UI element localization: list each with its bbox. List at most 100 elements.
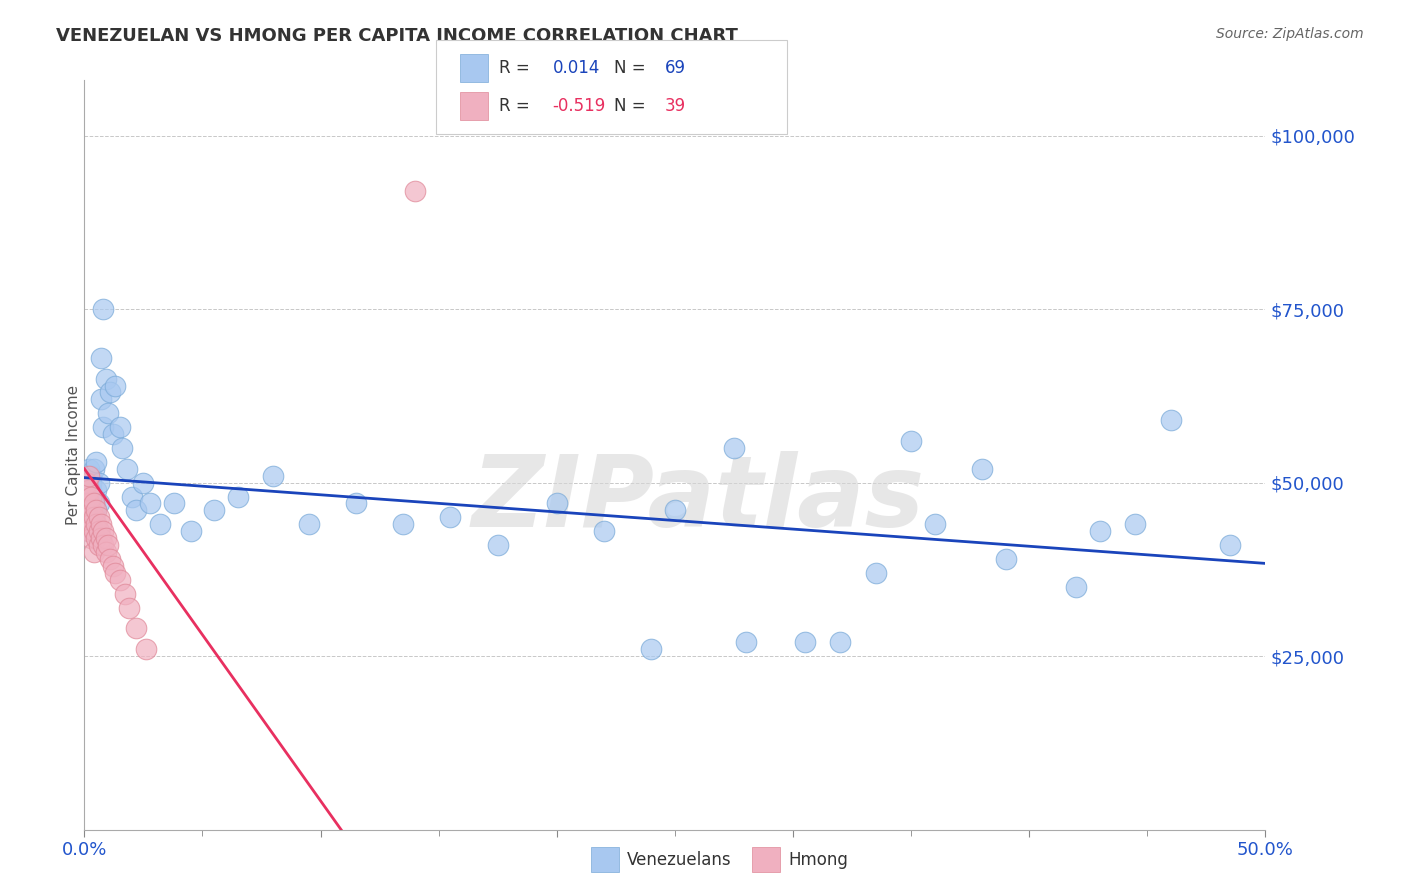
Point bbox=[90, 531, 112, 545]
Point bbox=[76, 503, 98, 517]
Text: R =: R = bbox=[499, 59, 536, 77]
Point bbox=[125, 621, 148, 635]
Point bbox=[392, 517, 415, 532]
Text: N =: N = bbox=[614, 97, 651, 115]
Point bbox=[83, 545, 105, 559]
Point bbox=[111, 441, 134, 455]
Point bbox=[108, 420, 131, 434]
Point bbox=[84, 517, 107, 532]
Point bbox=[77, 462, 100, 476]
Point bbox=[84, 517, 107, 532]
Text: 39: 39 bbox=[665, 97, 686, 115]
Point bbox=[723, 441, 745, 455]
Point bbox=[104, 566, 127, 580]
Point bbox=[77, 510, 100, 524]
Point bbox=[84, 455, 107, 469]
Point bbox=[163, 496, 186, 510]
Point bbox=[970, 462, 993, 476]
Point bbox=[125, 503, 148, 517]
Point bbox=[76, 490, 98, 504]
Point bbox=[87, 524, 110, 539]
Point bbox=[80, 503, 103, 517]
Point bbox=[77, 510, 100, 524]
Point bbox=[865, 566, 887, 580]
Point bbox=[77, 524, 100, 539]
Point bbox=[83, 462, 105, 476]
Point bbox=[97, 406, 120, 420]
Point bbox=[80, 496, 103, 510]
Point bbox=[83, 510, 105, 524]
Point bbox=[91, 538, 114, 552]
Point bbox=[101, 427, 124, 442]
Point bbox=[90, 392, 112, 407]
Point bbox=[900, 434, 922, 448]
Point bbox=[121, 490, 143, 504]
Point bbox=[80, 483, 103, 497]
Point bbox=[84, 503, 107, 517]
Point bbox=[1088, 524, 1111, 539]
Point bbox=[84, 531, 107, 545]
Point bbox=[83, 496, 105, 510]
Point bbox=[83, 496, 105, 510]
Point bbox=[593, 524, 616, 539]
Point bbox=[640, 642, 662, 657]
Point bbox=[108, 573, 131, 587]
Point bbox=[91, 302, 114, 317]
Point bbox=[298, 517, 321, 532]
Point bbox=[115, 462, 138, 476]
Point bbox=[1066, 580, 1088, 594]
Point bbox=[80, 475, 103, 490]
Point bbox=[439, 510, 461, 524]
Point bbox=[94, 531, 117, 545]
Point bbox=[94, 545, 117, 559]
Point bbox=[91, 524, 114, 539]
Point bbox=[80, 490, 103, 504]
Point bbox=[149, 517, 172, 532]
Point bbox=[404, 184, 426, 198]
Point bbox=[994, 552, 1017, 566]
Point bbox=[77, 490, 100, 504]
Point bbox=[83, 510, 105, 524]
Point bbox=[91, 420, 114, 434]
Point bbox=[830, 635, 852, 649]
Point bbox=[83, 490, 105, 504]
Point bbox=[546, 496, 568, 510]
Point bbox=[104, 378, 127, 392]
Point bbox=[76, 517, 98, 532]
Point bbox=[135, 642, 157, 657]
Point bbox=[84, 503, 107, 517]
Point bbox=[87, 538, 110, 552]
Point bbox=[262, 468, 284, 483]
Point bbox=[1125, 517, 1147, 532]
Text: -0.519: -0.519 bbox=[553, 97, 606, 115]
Point bbox=[80, 468, 103, 483]
Point bbox=[793, 635, 815, 649]
Point bbox=[1219, 538, 1241, 552]
Point bbox=[87, 475, 110, 490]
Text: Hmong: Hmong bbox=[789, 851, 849, 869]
Point bbox=[226, 490, 249, 504]
Text: N =: N = bbox=[614, 59, 651, 77]
Point bbox=[98, 385, 121, 400]
Text: 0.014: 0.014 bbox=[553, 59, 600, 77]
Point bbox=[76, 517, 98, 532]
Point bbox=[132, 475, 155, 490]
Point bbox=[77, 503, 100, 517]
Point bbox=[1160, 413, 1182, 427]
Point bbox=[486, 538, 509, 552]
Point bbox=[202, 503, 225, 517]
Point bbox=[97, 538, 120, 552]
Point bbox=[90, 351, 112, 365]
Point bbox=[77, 483, 100, 497]
Point bbox=[83, 524, 105, 539]
Point bbox=[344, 496, 367, 510]
Point bbox=[87, 524, 110, 539]
Point bbox=[94, 371, 117, 385]
Text: VENEZUELAN VS HMONG PER CAPITA INCOME CORRELATION CHART: VENEZUELAN VS HMONG PER CAPITA INCOME CO… bbox=[56, 27, 738, 45]
Point bbox=[114, 587, 136, 601]
Text: R =: R = bbox=[499, 97, 536, 115]
Point bbox=[924, 517, 946, 532]
Point bbox=[76, 475, 98, 490]
Point bbox=[139, 496, 162, 510]
Point bbox=[87, 510, 110, 524]
